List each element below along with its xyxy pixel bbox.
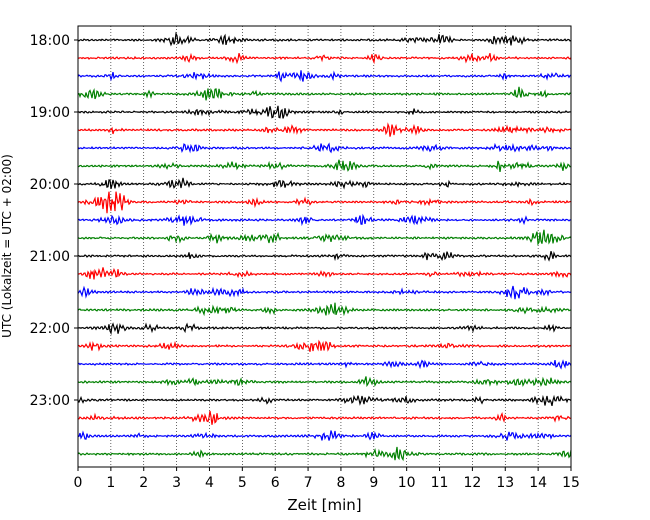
x-tick-label: 13	[496, 475, 514, 491]
x-tick-label: 3	[172, 475, 181, 491]
trace-2130	[77, 285, 572, 300]
trace-1815	[77, 52, 572, 65]
trace-2145	[77, 302, 572, 317]
x-axis-label: Zeit [min]	[287, 496, 361, 514]
y-tick-label: 22:00	[30, 321, 70, 337]
trace-1915	[77, 122, 572, 137]
trace-1930	[77, 142, 572, 154]
x-tick-label: 15	[562, 475, 580, 491]
trace-2000	[77, 177, 572, 190]
trace-2315	[77, 410, 572, 425]
axis-ticks: 0 1 2 3 4 5 6 7 8 9 10 11 12 13 14 1518:0019:0020:0021:…	[30, 33, 580, 491]
trace-2300	[77, 394, 572, 407]
trace-2215	[77, 339, 572, 352]
trace-2100	[77, 251, 572, 262]
y-tick-label: 18:00	[30, 33, 70, 49]
x-tick-label: 8	[336, 475, 345, 491]
x-tick-label: 5	[238, 475, 247, 491]
x-tick-label: 12	[463, 475, 481, 491]
y-axis-label: UTC (Lokalzeit = UTC + 02:00)	[0, 154, 14, 338]
x-tick-label: 1	[106, 475, 115, 491]
x-tick-label: 0	[74, 475, 83, 491]
trace-2115	[77, 267, 572, 280]
trace-1845	[77, 86, 572, 101]
trace-2230	[77, 359, 572, 370]
trace-2045	[77, 229, 572, 246]
trace-1900	[77, 105, 572, 119]
trace-1945	[77, 159, 572, 173]
trace-1800	[77, 31, 572, 47]
traces-group	[77, 31, 572, 462]
y-tick-label: 23:00	[30, 393, 70, 409]
y-tick-label: 21:00	[30, 249, 70, 265]
y-tick-label: 19:00	[30, 105, 70, 121]
x-tick-label: 2	[139, 475, 148, 491]
trace-2345	[77, 446, 572, 462]
x-tick-label: 11	[431, 475, 449, 491]
trace-2015	[77, 191, 572, 214]
grid-lines	[77, 26, 572, 467]
x-tick-label: 14	[529, 475, 547, 491]
trace-1830	[77, 70, 572, 83]
trace-2245	[77, 376, 572, 388]
x-tick-label: 10	[398, 475, 416, 491]
trace-2030	[77, 213, 572, 227]
x-tick-label: 6	[271, 475, 280, 491]
trace-2200	[77, 322, 572, 336]
x-tick-label: 4	[205, 475, 214, 491]
y-tick-label: 20:00	[30, 177, 70, 193]
plot-frame	[77, 25, 572, 468]
x-tick-label: 7	[304, 475, 313, 491]
x-tick-label: 9	[369, 475, 378, 491]
trace-2330	[77, 430, 572, 441]
